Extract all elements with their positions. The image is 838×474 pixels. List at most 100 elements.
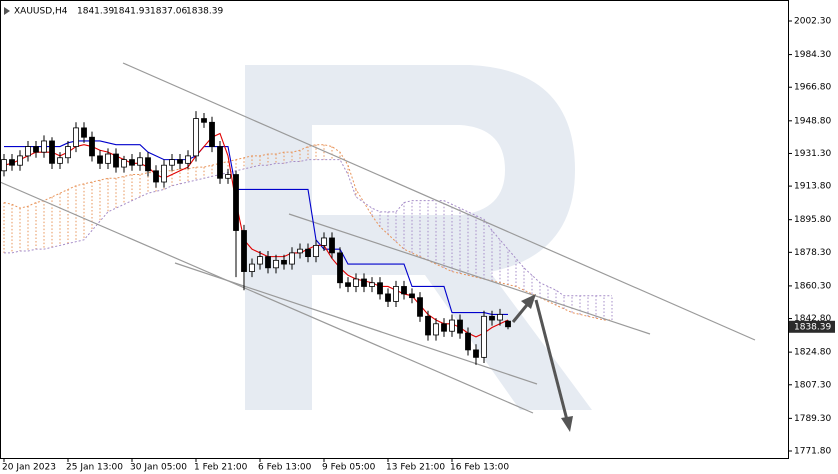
y-tick-label: 1913.80 — [794, 182, 831, 192]
symbol: XAUUSD,H4 — [14, 7, 68, 17]
candle-body — [217, 146, 223, 179]
candle-body — [329, 237, 335, 254]
ohlc-high: 1841.93 — [113, 7, 150, 17]
candle-body — [41, 140, 47, 153]
indicator-line — [3, 132, 509, 338]
candle-body — [489, 315, 495, 321]
trend-lines — [0, 62, 756, 414]
y-tick-label: 1824.80 — [794, 348, 831, 358]
candle-body — [409, 293, 415, 299]
candle-body — [241, 230, 247, 272]
candle-body — [289, 252, 295, 265]
y-tick-label: 1860.30 — [794, 281, 831, 291]
candle-body — [17, 155, 23, 166]
candle-body — [353, 278, 359, 287]
x-tick-label: 9 Feb 05:00 — [322, 463, 376, 473]
candle-body — [121, 159, 127, 168]
candle-body — [305, 248, 311, 258]
ohlc-close: 1838.39 — [186, 7, 223, 17]
candle-body — [369, 282, 375, 287]
candle-body — [313, 245, 319, 258]
candle-body — [265, 256, 271, 269]
candle-body — [49, 140, 55, 164]
candle-body — [81, 127, 87, 138]
candle-body — [129, 159, 135, 166]
candle-body — [105, 153, 111, 164]
candle-body — [209, 121, 215, 147]
x-tick-label: 6 Feb 13:00 — [258, 463, 312, 473]
candle-body — [465, 332, 471, 351]
plot-frame — [0, 0, 789, 459]
candle-body — [89, 136, 95, 157]
candle-body — [145, 157, 151, 172]
y-tick-label: 1878.30 — [794, 248, 831, 258]
candle-body — [257, 256, 263, 265]
candle-body — [233, 174, 239, 231]
candle-body — [201, 118, 207, 123]
candle-body — [505, 320, 511, 328]
candle-body — [321, 237, 327, 246]
candle-body — [401, 286, 407, 295]
candle-body — [481, 315, 487, 358]
channel-line — [0, 181, 534, 414]
arrowhead — [521, 294, 536, 309]
candle-body — [161, 164, 167, 183]
candle-body — [57, 157, 63, 164]
candle-body — [449, 319, 455, 332]
y-tick-label: 1948.80 — [794, 116, 831, 126]
y-tick-label: 1895.80 — [794, 215, 831, 225]
candle-body — [457, 319, 463, 334]
y-tick-label: 1966.80 — [794, 83, 831, 93]
symbol-icon — [4, 7, 10, 15]
candle-body — [361, 278, 367, 287]
candle-body — [249, 263, 255, 272]
candle-body — [441, 323, 447, 332]
candle-body — [385, 293, 391, 302]
channel-line — [288, 213, 651, 335]
candle-body — [65, 146, 71, 159]
candles — [1, 111, 511, 365]
arrowhead — [561, 416, 573, 432]
channel-line — [122, 62, 756, 341]
arrow-down — [534, 299, 569, 421]
candle-body — [1, 159, 7, 172]
candle-body — [425, 315, 431, 336]
x-tick-label: 20 Jan 2023 — [2, 463, 56, 473]
candle-body — [97, 155, 103, 164]
candle-body — [337, 252, 343, 284]
candle-body — [393, 286, 399, 302]
channel-line — [174, 262, 538, 385]
candle-body — [497, 314, 503, 321]
ohlc-low: 1837.06 — [150, 7, 187, 17]
y-tick-label: 2002.30 — [794, 17, 831, 27]
y-tick-label: 1807.30 — [794, 380, 831, 390]
watermark — [245, 65, 592, 410]
candle-body — [433, 323, 439, 336]
candle-body — [137, 157, 143, 166]
candle-body — [473, 349, 479, 358]
price-label-bg — [789, 320, 835, 333]
y-tick-label: 1931.30 — [794, 149, 831, 159]
forecast-arrows — [511, 294, 573, 432]
price-label: 1838.39 — [794, 322, 831, 332]
y-tick-label: 1842.80 — [794, 314, 831, 324]
candle-body — [193, 118, 199, 157]
candle-body — [185, 155, 191, 164]
candle-body — [25, 146, 31, 157]
candle-body — [377, 282, 383, 295]
candle-body — [273, 259, 279, 269]
indicator-line — [4, 140, 508, 315]
candle-body — [345, 282, 351, 287]
cloud-layer — [3, 144, 613, 321]
x-tick-label: 13 Feb 21:00 — [386, 463, 445, 473]
x-tick-label: 25 Jan 13:00 — [66, 463, 123, 473]
candle-body — [281, 259, 287, 265]
x-tick-label: 30 Jan 05:00 — [130, 463, 187, 473]
candle-body — [417, 297, 423, 317]
candle-body — [153, 170, 159, 183]
candle-body — [9, 159, 15, 166]
ohlc-open: 1841.39 — [77, 7, 114, 17]
candle-body — [73, 127, 79, 147]
